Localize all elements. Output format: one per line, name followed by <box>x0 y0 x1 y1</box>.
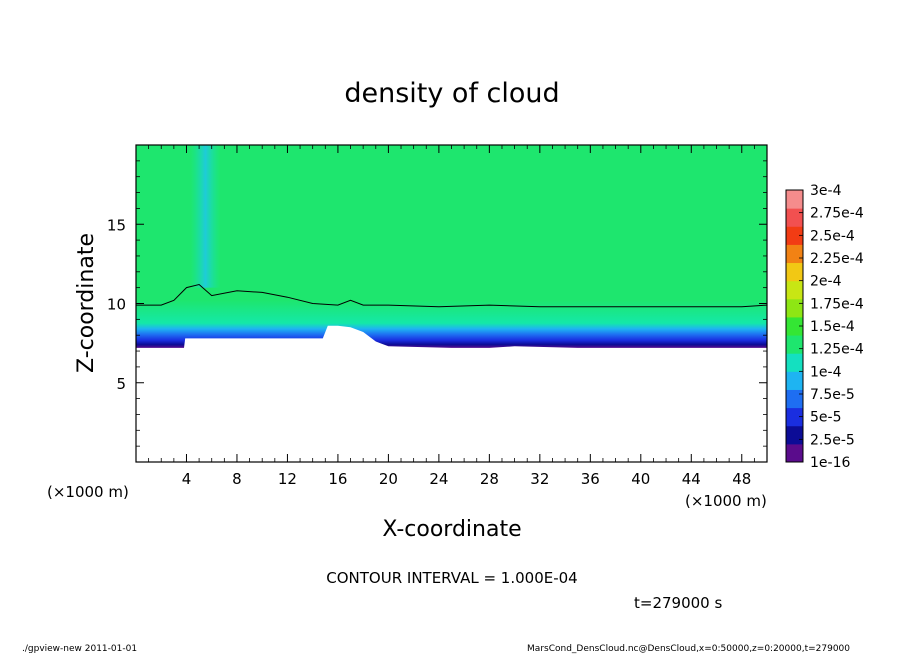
footer-right: MarsCond_DensCloud.nc@DensCloud,x=0:5000… <box>527 644 850 654</box>
x-tick-label: 28 <box>480 470 499 488</box>
colorbar-label: 7.5e-5 <box>810 387 855 403</box>
x-axis-label: X-coordinate <box>382 517 521 542</box>
x-tick-label: 24 <box>429 470 448 488</box>
x-tick-label: 8 <box>232 470 242 488</box>
colorbar-swatch <box>786 425 803 445</box>
colorbar-label: 5e-5 <box>810 410 841 426</box>
x-tick-label: 32 <box>530 470 549 488</box>
footer-left: ./gpview-new 2011-01-01 <box>22 644 137 654</box>
colorbar <box>785 189 804 463</box>
colorbar-label: 1.75e-4 <box>810 296 864 312</box>
colorbar-swatch <box>786 190 803 209</box>
colorbar-swatch <box>786 226 803 245</box>
x-tick-label: 36 <box>581 470 600 488</box>
colorbar-swatch <box>786 371 803 390</box>
x-axis-ticks: 4 8 12 16 20 24 28 32 36 40 44 48 <box>148 145 755 488</box>
y-axis-label: Z-coordinate <box>74 233 99 373</box>
colorbar-label: 2.25e-4 <box>810 251 864 267</box>
contour-interval: CONTOUR INTERVAL = 1.000E-04 <box>326 569 577 587</box>
colorbar-label: 1e-4 <box>810 364 842 380</box>
colorbar-swatch <box>786 262 803 282</box>
colorbar-label: 2e-4 <box>810 274 842 290</box>
cloud-plume <box>190 145 221 288</box>
colorbar-swatch <box>786 208 803 227</box>
cloud-stratified-band <box>136 300 767 348</box>
cloud-upper-field <box>136 145 767 311</box>
x-unit-label: (×1000 m) <box>685 492 767 510</box>
x-tick-label: 40 <box>631 470 650 488</box>
colorbar-label: 1e-16 <box>810 455 850 471</box>
colorbar-label: 2.75e-4 <box>810 206 864 222</box>
colorbar-label: 2.5e-5 <box>810 432 855 448</box>
colorbar-swatch <box>786 244 803 264</box>
colorbar-swatch <box>786 298 803 318</box>
x-tick-label: 4 <box>182 470 192 488</box>
contour-line-1e-4 <box>136 283 767 308</box>
plot-area <box>136 145 767 462</box>
y-tick-label: 10 <box>107 296 126 314</box>
colorbar-label: 3e-4 <box>810 183 842 199</box>
colorbar-swatch <box>786 335 803 354</box>
x-tick-label: 44 <box>682 470 701 488</box>
y-axis-ticks: 5 10 15 <box>107 160 767 447</box>
colorbar-label: 1.5e-4 <box>810 319 855 335</box>
x-tick-label: 20 <box>379 470 398 488</box>
colorbar-swatch <box>786 353 803 372</box>
colorbar-swatch <box>786 316 803 336</box>
colorbar-label: 2.5e-4 <box>810 228 855 244</box>
y-tick-label: 15 <box>107 216 126 234</box>
colorbar-swatch <box>786 389 803 409</box>
x-tick-label: 12 <box>278 470 297 488</box>
colorbar-label: 1.25e-4 <box>810 342 864 358</box>
colorbar-labels: 1e-16 2.5e-5 5e-5 7.5e-5 1e-4 1.25e-4 1.5e-4 1.… <box>799 183 864 471</box>
y-tick-label: 5 <box>116 375 126 393</box>
colorbar-swatch <box>786 443 803 463</box>
colorbar-swatch <box>786 407 803 427</box>
colorbar-swatch <box>786 280 803 300</box>
x-tick-label: 16 <box>328 470 347 488</box>
chart-title: density of cloud <box>344 78 559 109</box>
time-stamp: t=279000 s <box>634 594 722 612</box>
y-unit-label: (×1000 m) <box>47 483 129 501</box>
x-tick-label: 48 <box>732 470 751 488</box>
